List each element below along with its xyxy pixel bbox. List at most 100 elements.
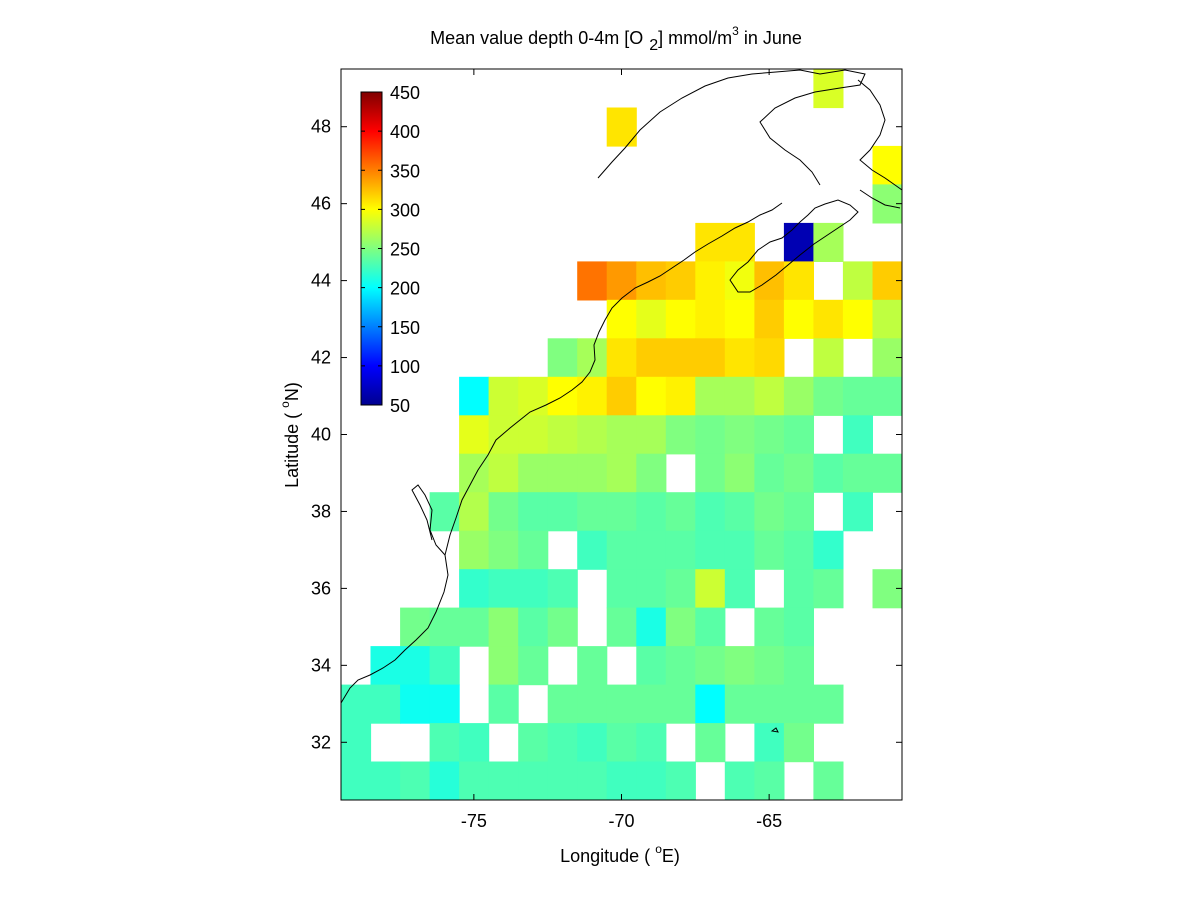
grid-cell	[547, 338, 578, 378]
grid-cell	[754, 723, 785, 763]
grid-cell	[547, 684, 578, 724]
grid-cell	[577, 415, 608, 455]
grid-cell	[636, 607, 667, 647]
grid-cell	[695, 492, 726, 532]
grid-cell	[577, 261, 608, 301]
grid-cell	[547, 723, 578, 763]
grid-cell	[459, 415, 490, 455]
grid-cell	[783, 261, 814, 301]
newfoundland-coast	[859, 189, 901, 209]
grid-cell	[754, 376, 785, 416]
grid-cell	[488, 492, 519, 532]
grid-cell	[606, 569, 637, 609]
grid-cell	[842, 376, 873, 416]
grid-cell	[695, 261, 726, 301]
colorbar: 450 400 350 300 250 200 150 100 50	[360, 83, 420, 416]
grid-cell	[606, 299, 637, 339]
grid-cell	[429, 607, 460, 647]
y-tick-label: 32	[311, 732, 331, 752]
grid-cell	[636, 723, 667, 763]
grid-cell	[695, 530, 726, 570]
chart-title: Mean value depth 0-4m [O 2] mmol/m3 in Ju…	[430, 24, 802, 54]
grid-cell	[636, 376, 667, 416]
grid-cell	[813, 761, 844, 800]
grid-cell	[724, 530, 755, 570]
y-tick-label: 38	[311, 501, 331, 521]
grid-cell	[695, 684, 726, 724]
grid-cell	[341, 684, 372, 724]
y-tick-label: 36	[311, 578, 331, 598]
grid-cell	[429, 723, 460, 763]
grid-cell	[459, 723, 490, 763]
grid-cell	[518, 569, 549, 609]
grid-cell	[606, 684, 637, 724]
grid-cell	[606, 107, 637, 147]
colorbar-tick-label: 150	[390, 318, 420, 338]
grid-cell	[577, 684, 608, 724]
colorbar-tick-label: 300	[390, 200, 420, 220]
grid-cell	[813, 222, 844, 262]
grid-cell	[754, 646, 785, 686]
grid-cell	[754, 453, 785, 493]
grid-cell	[636, 569, 667, 609]
grid-cell	[842, 492, 873, 532]
colorbar-tick-label: 250	[390, 240, 420, 260]
grid-cell	[665, 569, 696, 609]
grid-cell	[724, 684, 755, 724]
x-axis-ticks: -75 -70 -65	[461, 69, 782, 831]
grid-cell	[695, 376, 726, 416]
grid-cell	[724, 376, 755, 416]
grid-cell	[783, 569, 814, 609]
coastline	[341, 69, 902, 733]
oxygen-grid-cells	[341, 69, 902, 800]
grid-cell	[488, 530, 519, 570]
grid-cell	[547, 761, 578, 800]
nova-scotia-coast	[729, 199, 859, 293]
grid-cell	[636, 530, 667, 570]
grid-cell	[518, 723, 549, 763]
grid-cell	[665, 376, 696, 416]
colorbar-tick-label: 400	[390, 122, 420, 142]
grid-cell	[636, 338, 667, 378]
grid-cell	[518, 646, 549, 686]
grid-cell	[488, 761, 519, 800]
grid-cell	[783, 376, 814, 416]
grid-cell	[695, 338, 726, 378]
grid-cell	[606, 338, 637, 378]
grid-cell	[429, 684, 460, 724]
grid-cell	[459, 569, 490, 609]
y-tick-label: 44	[311, 271, 331, 291]
grid-cell	[488, 415, 519, 455]
colorbar-tick-label: 350	[390, 161, 420, 181]
grid-cell	[872, 453, 902, 493]
grid-cell	[341, 761, 372, 800]
grid-cell	[459, 530, 490, 570]
colorbar-tick-label: 200	[390, 279, 420, 299]
grid-cell	[606, 415, 637, 455]
grid-cell	[695, 569, 726, 609]
grid-cell	[842, 453, 873, 493]
grid-cell	[429, 646, 460, 686]
grid-cell	[636, 415, 667, 455]
grid-cell	[577, 376, 608, 416]
grid-cell	[754, 684, 785, 724]
grid-cell	[813, 684, 844, 724]
grid-cell	[606, 453, 637, 493]
grid-cell	[872, 145, 902, 185]
grid-cell	[724, 646, 755, 686]
grid-cell	[665, 530, 696, 570]
y-tick-label: 34	[311, 655, 331, 675]
grid-cell	[695, 453, 726, 493]
colorbar-tick-label: 450	[390, 83, 420, 103]
grid-cell	[665, 415, 696, 455]
grid-cell	[577, 530, 608, 570]
grid-cell	[813, 338, 844, 378]
grid-cell	[665, 492, 696, 532]
grid-cell	[429, 761, 460, 800]
grid-cell	[724, 453, 755, 493]
grid-cell	[488, 569, 519, 609]
colorbar-ticks: 450 400 350 300 250 200 150 100 50	[361, 83, 420, 416]
colorbar-tick-label: 100	[390, 357, 420, 377]
grid-cell	[459, 376, 490, 416]
grid-cell	[488, 453, 519, 493]
